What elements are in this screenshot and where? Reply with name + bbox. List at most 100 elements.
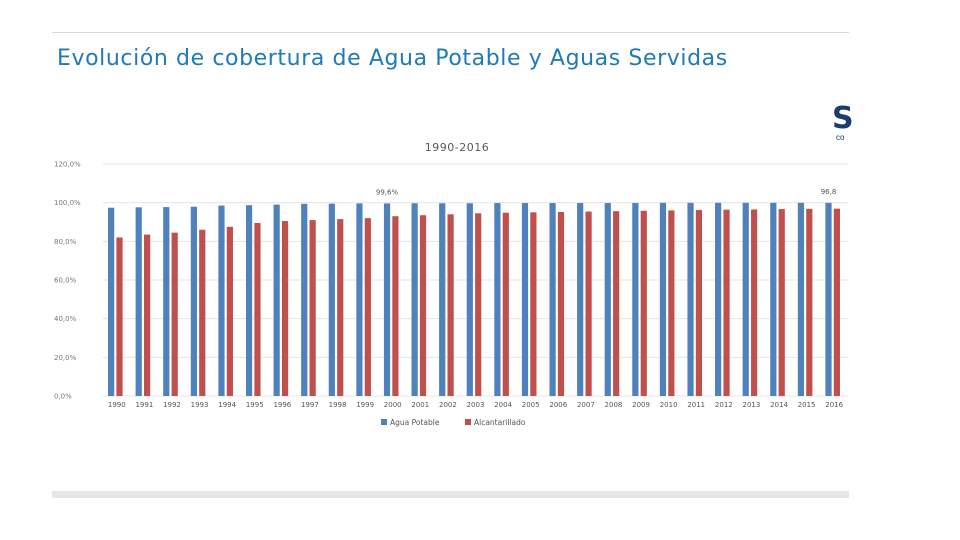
bar-agua-potable-2013 [742, 202, 749, 396]
bar-agua-potable-2001 [411, 203, 418, 396]
bar-agua-potable-2007 [577, 203, 584, 396]
bar-agua-potable-2015 [797, 202, 805, 396]
bar-alcantarillado-1998 [337, 219, 344, 396]
y-axis: 0,0% 20,0% 40,0% 60,0% 80,0% 100,0% 120,0% [54, 161, 81, 401]
bar-alcantarillado-2008 [613, 211, 620, 396]
x-tick-label: 2002 [439, 401, 457, 409]
bar-alcantarillado-2011 [695, 210, 703, 396]
x-tick-label: 2008 [605, 401, 623, 409]
bar-agua-potable-2012 [715, 202, 722, 396]
bar-alcantarillado-2009 [640, 210, 647, 396]
x-tick-label: 1998 [329, 401, 347, 409]
bar-alcantarillado-2014 [778, 209, 785, 396]
x-tick-label: 2009 [632, 401, 650, 409]
bar-alcantarillado-1999 [364, 218, 371, 396]
slide-title: Evolución de cobertura de Agua Potable y… [57, 46, 728, 71]
x-tick-label: 2004 [494, 401, 512, 409]
bar-agua-potable-2009 [632, 203, 639, 396]
bar-agua-potable-2008 [604, 203, 611, 396]
bar-alcantarillado-2007 [585, 211, 592, 396]
bar-alcantarillado-2013 [751, 209, 758, 396]
bar-alcantarillado-2016 [833, 208, 841, 396]
bar-alcantarillado-1994 [226, 226, 233, 396]
bar-alcantarillado-1995 [254, 222, 261, 396]
logo-subtext: co [836, 133, 845, 142]
bar-agua-potable-1997 [301, 203, 308, 396]
x-tick-label: 2003 [467, 401, 485, 409]
x-tick-label: 2005 [522, 401, 540, 409]
bar-agua-potable-1994 [218, 205, 225, 396]
y-tick-label: 100,0% [54, 199, 81, 207]
x-tick-label: 1992 [163, 401, 181, 409]
legend-swatch-agua-potable [381, 419, 387, 425]
bar-agua-potable-2000 [383, 203, 391, 396]
bar-alcantarillado-2006 [557, 211, 565, 396]
x-tick-label: 2014 [770, 401, 788, 409]
bar-agua-potable-2014 [770, 202, 777, 396]
bar-agua-potable-1993 [190, 206, 197, 396]
data-label: 99,6% [376, 188, 399, 196]
bar-agua-potable-2010 [659, 202, 667, 396]
bar-agua-potable-2016 [825, 202, 832, 396]
bar-alcantarillado-2001 [419, 215, 427, 396]
bar-alcantarillado-2005 [530, 212, 537, 396]
bar-alcantarillado-2003 [475, 213, 482, 396]
y-tick-label: 120,0% [54, 161, 81, 169]
x-tick-label: 2016 [825, 401, 843, 409]
bar-alcantarillado-2015 [806, 208, 813, 396]
bars-layer [108, 202, 841, 396]
bar-alcantarillado-2002 [447, 214, 454, 396]
bar-agua-potable-2003 [466, 203, 473, 396]
chart-title: 1990-2016 [425, 141, 489, 154]
bar-alcantarillado-2012 [723, 209, 730, 396]
y-tick-label: 40,0% [54, 315, 77, 323]
x-tick-label: 1994 [218, 401, 236, 409]
legend-label-agua-potable: Agua Potable [390, 418, 440, 427]
bar-agua-potable-2002 [439, 203, 446, 396]
bar-agua-potable-1992 [163, 207, 170, 396]
bar-alcantarillado-1992 [171, 232, 178, 396]
bottom-divider [52, 491, 849, 498]
x-tick-label: 2011 [687, 401, 705, 409]
y-tick-label: 0,0% [54, 393, 72, 401]
x-tick-label: 2001 [411, 401, 429, 409]
x-tick-label: 1990 [108, 401, 126, 409]
x-tick-label: 2006 [549, 401, 567, 409]
bar-agua-potable-2005 [521, 203, 529, 396]
bar-agua-potable-2011 [687, 202, 694, 396]
x-tick-label: 2010 [660, 401, 678, 409]
x-tick-label: 2013 [743, 401, 761, 409]
x-tick-label: 2015 [798, 401, 816, 409]
bar-alcantarillado-1993 [199, 229, 206, 396]
x-tick-label: 2000 [384, 401, 402, 409]
x-tick-label: 1999 [356, 401, 374, 409]
x-tick-label: 1995 [246, 401, 264, 409]
bar-agua-potable-1995 [245, 205, 253, 396]
y-tick-label: 60,0% [54, 277, 77, 285]
bar-alcantarillado-2000 [392, 216, 399, 396]
bar-agua-potable-1991 [135, 207, 142, 396]
logo-mark: S [832, 104, 854, 136]
legend-label-alcantarillado: Alcantarillado [474, 418, 526, 427]
x-tick-label: 1996 [273, 401, 291, 409]
bar-alcantarillado-2004 [502, 212, 509, 396]
data-label: 96,8 [821, 188, 837, 196]
y-tick-label: 80,0% [54, 238, 77, 246]
bar-agua-potable-1996 [273, 204, 280, 396]
bar-agua-potable-1990 [108, 207, 115, 396]
data-labels: 99,6% 96,8 [376, 188, 836, 197]
bar-alcantarillado-1997 [309, 220, 316, 396]
x-tick-label: 1997 [301, 401, 319, 409]
x-tick-label: 1993 [191, 401, 209, 409]
bar-alcantarillado-1990 [116, 237, 123, 396]
legend: Agua Potable Alcantarillado [381, 418, 526, 427]
bar-agua-potable-2004 [494, 203, 501, 396]
bar-alcantarillado-2010 [668, 210, 675, 396]
bar-agua-potable-1999 [356, 203, 363, 396]
bar-alcantarillado-1991 [143, 234, 151, 396]
top-divider [52, 32, 849, 33]
bar-agua-potable-2006 [549, 203, 556, 396]
x-tick-label: 2012 [715, 401, 733, 409]
x-tick-label: 1991 [135, 401, 153, 409]
